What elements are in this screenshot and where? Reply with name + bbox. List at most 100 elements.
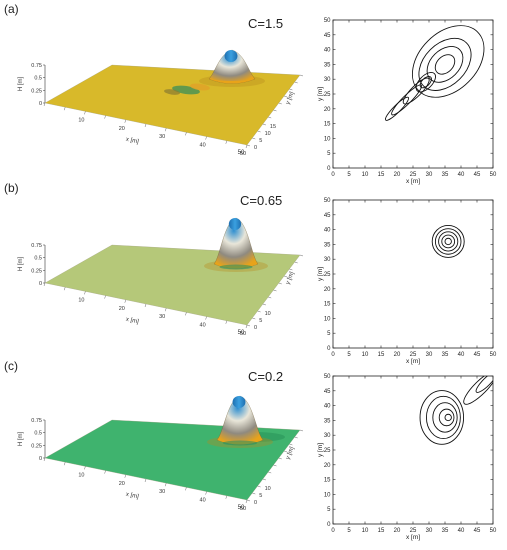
y-tick-mark (273, 289, 277, 292)
x-tick-label: 20 (119, 306, 125, 312)
y-tick-mark (246, 144, 251, 147)
hump-base-band (209, 79, 255, 84)
panel-label-c: (c) (4, 359, 18, 373)
contour-lines (419, 376, 493, 445)
c-value-c: C=0.2 (248, 369, 283, 384)
contour-line (432, 402, 458, 433)
x-tick-label: 15 (378, 172, 385, 178)
surface-plane (44, 244, 301, 326)
y-tick-label: 45 (324, 213, 331, 219)
x-axis-label: x [m] (125, 492, 139, 501)
contour-line (411, 25, 485, 98)
y-tick-label: 0 (327, 346, 331, 352)
x-tick-label: 45 (474, 352, 481, 358)
y-tick-label: 20 (324, 463, 331, 469)
x-tick-mark (225, 320, 227, 324)
y-tick-label: 5 (327, 331, 331, 337)
hump-undershadow (222, 440, 258, 446)
x-tick-mark (144, 303, 147, 308)
x-tick-mark (225, 140, 227, 144)
y-axis-label: y [m] (285, 91, 296, 106)
y-tick-mark (299, 74, 304, 77)
x-tick-mark (124, 119, 126, 123)
y-tick-mark (294, 81, 298, 84)
contour-line (438, 408, 455, 427)
hump-cap (228, 218, 242, 230)
panel-label-a: (a) (4, 2, 19, 16)
contour-line (391, 84, 423, 116)
x-tick-mark (64, 107, 66, 111)
x-tick-label: 30 (159, 489, 165, 495)
x-tick-label: 30 (159, 134, 165, 140)
contour-plot-a: 00 5 5 10 10 15 15 20 20 25 25 30 30 35 35 40 40 45 45 50 50… (317, 18, 497, 185)
y-tick-mark (252, 317, 256, 320)
x-tick-label: 40 (458, 172, 465, 178)
y-tick-label: 10 (265, 486, 271, 492)
y-tick-mark (262, 478, 266, 481)
x-tick-mark (185, 312, 187, 316)
contour-line (431, 224, 465, 258)
x-tick-label: 50 (240, 151, 246, 157)
y-tick-mark (252, 137, 256, 140)
y-tick-label: 50 (324, 198, 331, 204)
x-tick-label: 25 (410, 172, 417, 178)
x-tick-mark (205, 491, 207, 495)
x-tick-mark (185, 487, 187, 491)
x-tick-label: 0 (331, 172, 335, 178)
y-tick-label: 30 (324, 433, 331, 439)
hump-undershadow (219, 264, 253, 270)
y-tick-label: 15 (324, 302, 331, 308)
x-tick-label: 0 (331, 528, 335, 534)
y-tick-mark (246, 499, 251, 502)
y-tick-label: 35 (324, 418, 331, 424)
x-tick-label: 40 (200, 498, 206, 504)
y-tick-label: 45 (324, 389, 331, 395)
x-tick-label: 5 (347, 172, 351, 178)
z-tick-label: 0.25 (31, 443, 42, 449)
x-tick-mark (205, 136, 207, 140)
y-tick-label: 40 (324, 404, 331, 410)
z-axis-label: H [m] (18, 77, 24, 92)
y-tick-label: 0 (327, 522, 331, 528)
x-tick-label: 50 (240, 506, 246, 512)
y-tick-label: 50 (324, 18, 331, 24)
contour-plot-c: 00 5 5 10 10 15 15 20 20 25 25 30 30 35 35 40 40 45 45 50 50… (317, 374, 497, 541)
contour-line (384, 96, 410, 121)
x-tick-label: 25 (410, 352, 417, 358)
contour-line (444, 237, 452, 246)
crest-ripple (190, 83, 210, 91)
y-tick-mark (294, 261, 298, 264)
x-tick-label: 30 (426, 352, 433, 358)
x-tick-mark (124, 299, 126, 303)
contour-lines (431, 224, 465, 258)
y-axis-label: y [m] (317, 267, 324, 281)
x-tick-mark (225, 495, 227, 499)
y-tick-label: 20 (324, 287, 331, 293)
x-tick-mark (245, 324, 248, 329)
y-tick-mark (278, 457, 282, 460)
x-tick-mark (165, 128, 167, 132)
x-tick-label: 25 (410, 528, 417, 534)
y-tick-mark (262, 123, 266, 126)
x-tick-mark (245, 499, 248, 504)
x-tick-label: 40 (200, 143, 206, 149)
y-tick-label: 5 (327, 151, 331, 157)
x-tick-mark (124, 474, 126, 478)
contour-line (463, 376, 493, 405)
y-tick-mark (246, 324, 251, 327)
z-tick-label: 0.75 (31, 63, 42, 69)
contour-frame (332, 375, 494, 525)
x-tick-label: 20 (119, 481, 125, 487)
z-tick-label: 0.25 (31, 88, 42, 94)
x-tick-mark (144, 123, 147, 128)
x-tick-label: 5 (347, 528, 351, 534)
y-axis-label: y [m] (285, 446, 296, 461)
y-tick-label-end: 50 (238, 330, 245, 336)
z-tick-label: 0.5 (34, 431, 42, 437)
contour-line (425, 395, 461, 440)
x-tick-mark (43, 102, 46, 107)
y-tick-label: 0 (254, 145, 257, 151)
